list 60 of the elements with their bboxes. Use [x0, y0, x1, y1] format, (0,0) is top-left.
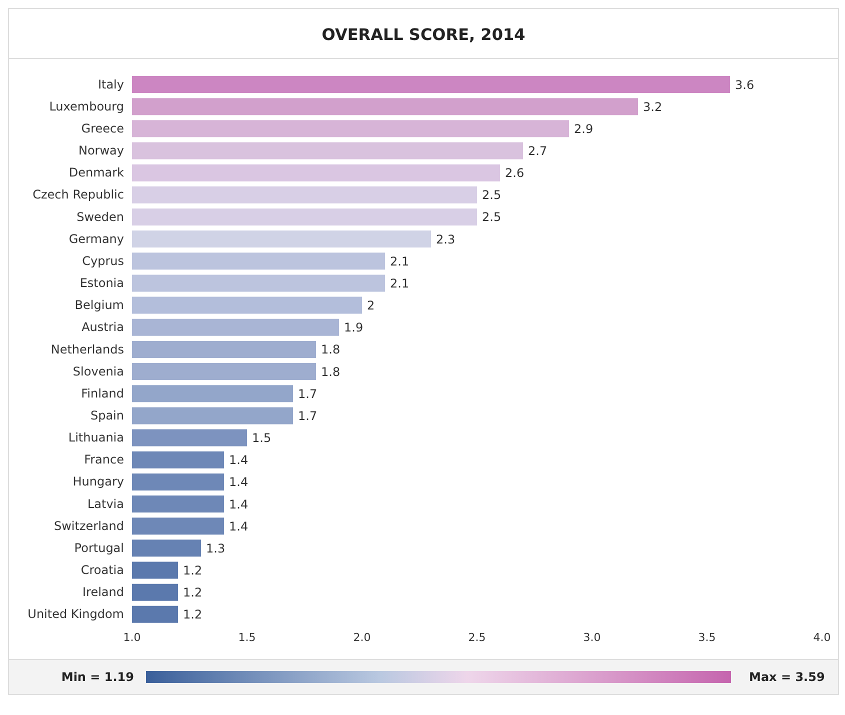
data-label: 3.2 — [643, 100, 662, 114]
y-tick-label: Denmark — [68, 166, 124, 180]
y-tick-label: Czech Republic — [32, 188, 124, 202]
y-tick-label: Italy — [98, 77, 124, 92]
chart-title: OVERALL SCORE, 2014 — [9, 9, 838, 59]
y-tick-label: Estonia — [80, 276, 124, 290]
data-label: 1.4 — [229, 519, 248, 534]
data-label: 1.4 — [229, 497, 248, 512]
y-tick-label: United Kingdom — [28, 607, 124, 622]
text: Max = 3.59 — [748, 670, 825, 684]
data-label: 1.2 — [183, 608, 202, 622]
data-label: 2.6 — [505, 166, 524, 180]
x-tick-label: 2.5 — [468, 630, 486, 644]
x-tick-label: 1.5 — [238, 630, 256, 644]
data-label: 1.7 — [298, 408, 318, 423]
data-label: 2.1 — [390, 254, 410, 268]
data-label: 1.7 — [298, 386, 318, 401]
x-tick-label: 4.0 — [813, 630, 831, 644]
y-tick-label: Sweden — [76, 210, 124, 224]
data-label: 2.7 — [528, 144, 548, 158]
data-label: 1.8 — [321, 364, 340, 379]
y-tick-label: Spain — [90, 408, 124, 422]
data-label: 2.1 — [390, 276, 410, 290]
data-label: 2.5 — [482, 210, 502, 224]
data-label: 1.2 — [183, 586, 202, 600]
data-label: 3.6 — [735, 78, 754, 92]
data-label: 1.8 — [321, 342, 340, 357]
y-tick-label: Croatia — [80, 563, 124, 578]
y-tick-label: Germany — [68, 232, 124, 246]
data-label: 1.5 — [252, 431, 272, 446]
y-tick-label: Switzerland — [54, 518, 124, 533]
x-tick-label: 1.0 — [123, 630, 141, 644]
y-tick-label: Slovenia — [72, 364, 124, 378]
y-tick-label: France — [84, 452, 124, 467]
data-label: 1.9 — [344, 320, 364, 335]
data-label: 1.4 — [229, 453, 248, 468]
y-tick-label: Finland — [81, 386, 124, 400]
data-label: 1.2 — [183, 564, 202, 578]
y-tick-label: Norway — [78, 144, 124, 158]
y-tick-label: Greece — [81, 121, 124, 136]
data-label: 2 — [367, 298, 375, 313]
y-tick-label: Latvia — [87, 496, 124, 511]
y-tick-label: Portugal — [74, 540, 124, 555]
y-tick-label: Hungary — [72, 474, 124, 489]
y-tick-label: Austria — [82, 320, 124, 334]
data-label: 2.3 — [436, 232, 456, 246]
x-tick-label: 3.5 — [698, 630, 716, 644]
data-label: 1.4 — [229, 475, 248, 490]
data-label: 2.5 — [482, 188, 502, 202]
data-label: 2.9 — [574, 122, 594, 136]
data-label: 1.3 — [206, 541, 226, 556]
y-tick-label: Lithuania — [68, 430, 124, 445]
y-tick-label: Cyprus — [82, 254, 124, 268]
x-tick-label: 2.0 — [353, 630, 371, 644]
y-tick-label: Luxembourg — [49, 99, 124, 114]
y-tick-label: Belgium — [74, 298, 124, 312]
y-tick-label: Ireland — [82, 585, 124, 600]
y-tick-label: Netherlands — [50, 342, 124, 356]
x-tick-label: 3.0 — [583, 630, 601, 644]
text: Min = 1.19 — [60, 670, 135, 684]
